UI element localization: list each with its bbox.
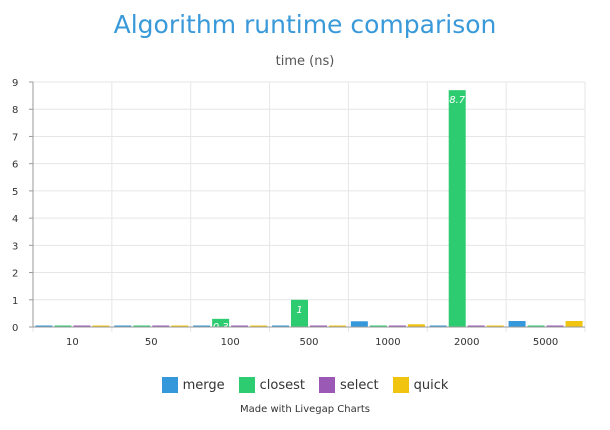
y-tick-label: 0 [12,323,18,334]
legend-label: merge [182,377,225,393]
chart-subtitle: time (ns) [275,54,335,69]
grid-lines [32,81,586,332]
legend-item-merge[interactable]: merge [161,377,225,393]
bar-closest-50 [133,325,151,327]
legend-swatch [238,377,255,393]
legend-label: closest [259,377,305,393]
x-tick-label: 2000 [454,337,479,348]
legend: merge closest select quick [0,377,610,393]
legend-swatch [392,377,409,393]
y-tick-label: 1 [12,296,18,307]
legend-swatch [161,377,178,393]
x-tick-label: 50 [145,337,158,348]
bar-select-2000 [467,325,485,327]
bars: 0.318.7 [35,90,583,333]
bar-quick-1000 [407,324,425,327]
bar-closest-10 [54,325,72,327]
bar-quick-50 [171,325,189,327]
legend-label: quick [413,377,449,393]
bar-select-10 [73,325,91,327]
bar-closest-500 [291,299,308,327]
y-tick-label: 8 [12,105,18,116]
y-tick-label: 9 [12,78,18,89]
bar-closest-1000 [369,325,387,327]
bar-closest-2000 [448,90,466,328]
legend-label: select [339,377,379,393]
x-tick-label: 5000 [533,337,558,348]
y-tick-label: 4 [12,214,18,225]
legend-item-quick[interactable]: quick [392,377,449,393]
x-tick-label: 1000 [375,337,400,348]
legend-item-select[interactable]: select [318,377,379,393]
y-tick-label: 5 [12,187,18,198]
bar-merge-1000 [350,321,368,327]
bar-select-5000 [546,325,564,327]
bar-quick-10 [92,325,110,327]
x-tick-label: 10 [66,337,79,348]
bar-quick-2000 [486,325,504,327]
bar-select-50 [152,325,170,327]
bar-merge-5000 [508,321,526,327]
bar-select-100 [231,325,249,327]
y-tick-label: 6 [12,160,18,171]
bar-merge-10 [35,325,53,327]
bar-quick-500 [329,325,346,327]
bar-closest-100 [212,318,230,327]
bar-merge-50 [114,325,132,327]
chart-title: Algorithm runtime comparison [113,10,497,39]
x-tick-label: 100 [221,337,240,348]
legend-swatch [318,377,335,393]
y-tick-label: 2 [12,269,18,280]
bar-select-500 [310,325,327,327]
bar-quick-100 [250,325,268,327]
bar-merge-2000 [429,325,447,327]
bar-merge-500 [272,325,289,327]
y-tick-label: 7 [12,132,18,143]
bar-merge-100 [193,325,211,327]
bar-closest-5000 [527,325,545,327]
x-tick-label: 500 [299,337,318,348]
y-tick-label: 3 [12,241,18,252]
axes: 0 1 2 3 4 5 6 7 8 9 10 50 100 500 1000 2000 5000 [12,78,585,348]
data-label: 1 [296,305,302,316]
bar-quick-5000 [565,321,583,327]
bar-select-1000 [388,325,406,327]
legend-item-closest[interactable]: closest [238,377,305,393]
chart-credit: Made with Livegap Charts [240,404,370,415]
data-label: 8.7 [449,95,466,106]
